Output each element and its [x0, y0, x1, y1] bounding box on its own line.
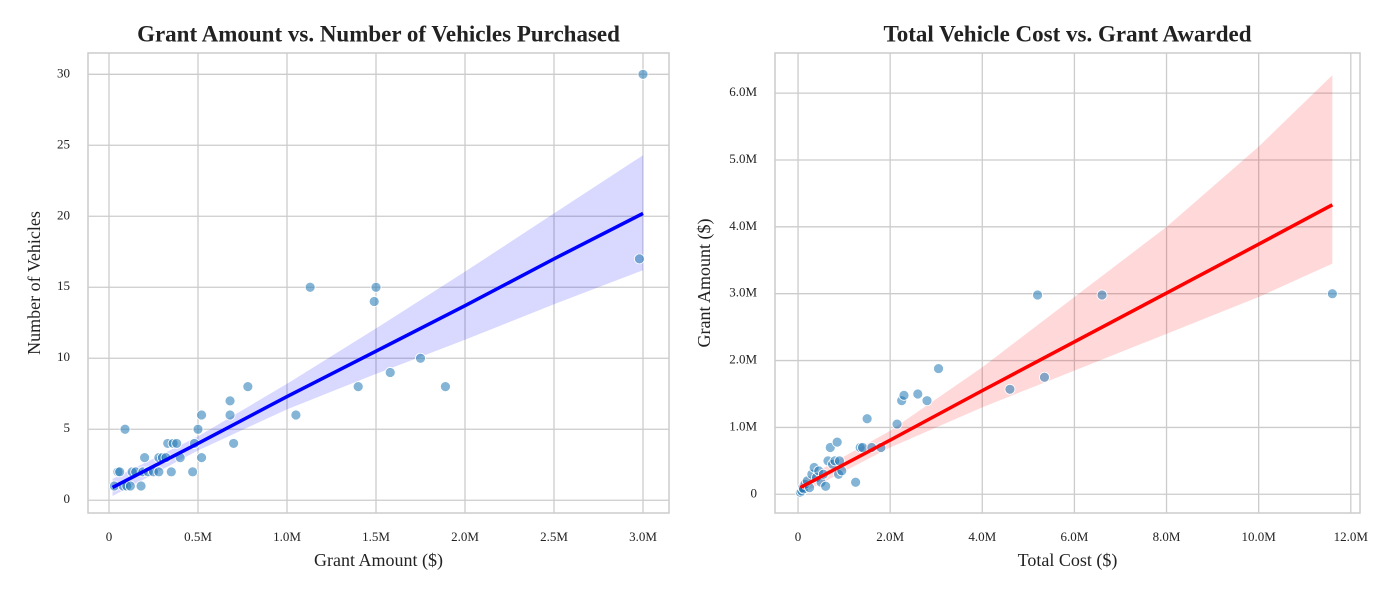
data-point — [290, 409, 302, 421]
plot-area — [108, 68, 649, 496]
x-tick-label: 10.0M — [1242, 529, 1277, 544]
data-point — [820, 480, 832, 492]
x-tick-label: 2.0M — [876, 529, 904, 544]
x-tick-label: 0 — [795, 529, 802, 544]
plot-frame — [774, 52, 1361, 514]
data-point — [415, 352, 426, 364]
x-tick-label: 2.5M — [540, 529, 568, 544]
x-tick-label: 0 — [106, 529, 113, 544]
chart-title: Total Vehicle Cost vs. Grant Awarded — [883, 21, 1251, 46]
data-point — [1032, 289, 1043, 301]
data-point — [898, 389, 910, 401]
plot-area — [794, 75, 1338, 498]
x-tick-label: 2.0M — [451, 529, 479, 544]
x-tick-label: 8.0M — [1153, 529, 1181, 544]
data-point — [634, 253, 645, 265]
x-tick-label: 12.0M — [1334, 529, 1369, 544]
data-point — [384, 367, 396, 378]
plot-frame — [87, 52, 670, 514]
y-tick-label: 30 — [57, 65, 70, 80]
data-point — [440, 381, 451, 393]
data-point — [831, 436, 843, 448]
x-tick-label: 3.0M — [629, 529, 657, 544]
data-point — [304, 281, 316, 293]
regression-line — [799, 203, 1334, 490]
x-tick-label: 4.0M — [968, 529, 996, 544]
y-tick-label: 10 — [57, 349, 70, 364]
data-point — [242, 381, 254, 393]
x-tick-label: 0.5M — [184, 529, 212, 544]
x-tick-label: 1.0M — [273, 529, 301, 544]
data-point — [165, 466, 177, 478]
x-axis-label: Total Cost ($) — [1018, 550, 1118, 571]
data-point — [153, 466, 165, 478]
data-point — [861, 413, 873, 425]
y-tick-label: 0 — [751, 485, 758, 500]
y-axis-label: Grant Amount ($) — [694, 219, 715, 348]
data-point — [192, 423, 204, 435]
data-point — [1039, 371, 1050, 383]
y-tick-label: 25 — [57, 136, 70, 151]
regression-line — [111, 211, 644, 489]
y-tick-label: 5.0M — [729, 151, 757, 166]
data-point — [196, 409, 207, 421]
y-tick-label: 20 — [57, 207, 70, 222]
data-point — [933, 363, 944, 374]
data-point — [224, 409, 236, 421]
y-tick-label: 4.0M — [729, 218, 757, 233]
y-tick-label: 3.0M — [729, 285, 757, 300]
y-tick-label: 6.0M — [729, 84, 757, 99]
y-tick-label: 15 — [57, 278, 70, 293]
data-point — [135, 480, 147, 492]
x-axis-label: Grant Amount ($) — [314, 550, 443, 571]
data-point — [921, 395, 933, 407]
data-point — [1326, 288, 1338, 300]
data-point — [370, 281, 382, 293]
data-point — [637, 68, 649, 80]
data-point — [228, 438, 240, 449]
data-point — [1004, 383, 1016, 395]
x-tick-label: 1.5M — [362, 529, 390, 544]
chart: 0 0.5M 1.0M 1.5M 2.0M 2.5M 3.0M 0 5 10 15 20 25 30 Gra… — [24, 21, 670, 571]
data-point — [912, 388, 924, 400]
data-point — [119, 423, 131, 435]
y-tick-label: 5 — [64, 420, 71, 435]
y-axis-label: Number of Vehicles — [24, 211, 44, 355]
chart: 0 2.0M 4.0M 6.0M 8.0M 10.0M 12.0M 0 1.0M 2.0M 3.0M… — [694, 21, 1368, 571]
data-point — [850, 476, 862, 488]
chart-title: Grant Amount vs. Number of Vehicles Purc… — [137, 21, 620, 46]
data-point — [139, 452, 151, 464]
data-point — [196, 452, 207, 464]
y-tick-label: 1.0M — [729, 418, 757, 433]
data-point — [171, 438, 183, 449]
data-point — [368, 296, 380, 307]
confidence-band — [800, 75, 1333, 495]
confidence-band — [112, 155, 644, 496]
data-point — [187, 466, 199, 478]
data-point — [352, 381, 364, 393]
y-tick-label: 2.0M — [729, 352, 757, 367]
y-tick-label: 0 — [64, 491, 71, 506]
data-point — [1096, 289, 1108, 301]
x-tick-label: 6.0M — [1061, 529, 1089, 544]
data-point — [891, 418, 903, 430]
data-point — [114, 466, 126, 478]
data-point — [124, 480, 136, 492]
data-point — [224, 395, 236, 407]
